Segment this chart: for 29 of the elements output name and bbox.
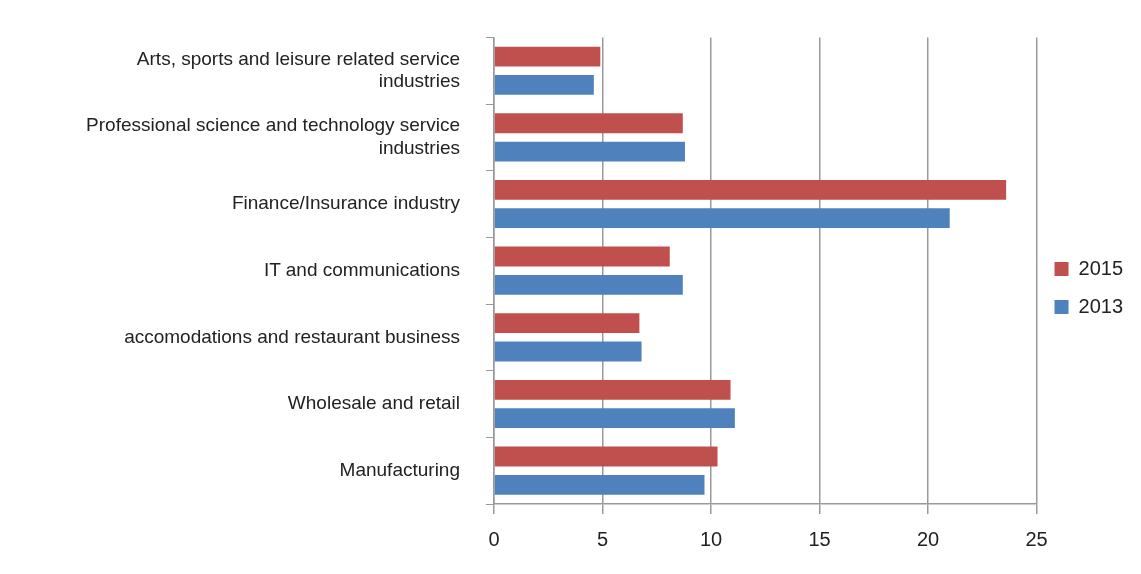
x-tick-label: 10 (699, 527, 723, 550)
bar (494, 446, 718, 467)
y-tick-label: Wholesale and retail (287, 392, 460, 414)
bar (494, 379, 731, 400)
legend-label: 2015 (1078, 256, 1124, 279)
bar (494, 208, 950, 229)
bar (494, 46, 601, 67)
bar (494, 113, 683, 134)
bar (494, 341, 642, 362)
bar (494, 246, 670, 267)
y-tick-label: Manufacturing (339, 458, 460, 480)
y-tick-label: Arts, sports and leisure related service industries (136, 47, 460, 92)
bar (494, 141, 685, 162)
y-tick-label: accomodations and restaurant business (124, 325, 460, 347)
bar (494, 74, 594, 95)
y-tick-label: IT and communications (263, 258, 460, 280)
x-tick-label: 5 (596, 527, 609, 550)
x-tick-label: 15 (808, 527, 831, 550)
y-tick-label: Finance/Insurance industry (231, 192, 461, 214)
bar (494, 313, 640, 334)
bar (494, 408, 735, 429)
x-tick-label: 20 (916, 527, 940, 550)
bar (494, 474, 705, 495)
bar (494, 274, 683, 295)
legend-label: 2013 (1078, 294, 1124, 317)
x-tick-label: 0 (488, 527, 500, 550)
x-tick-label: 25 (1025, 527, 1048, 550)
bar (494, 179, 1007, 200)
y-tick-label: Professional science and technology service industries (86, 114, 460, 159)
